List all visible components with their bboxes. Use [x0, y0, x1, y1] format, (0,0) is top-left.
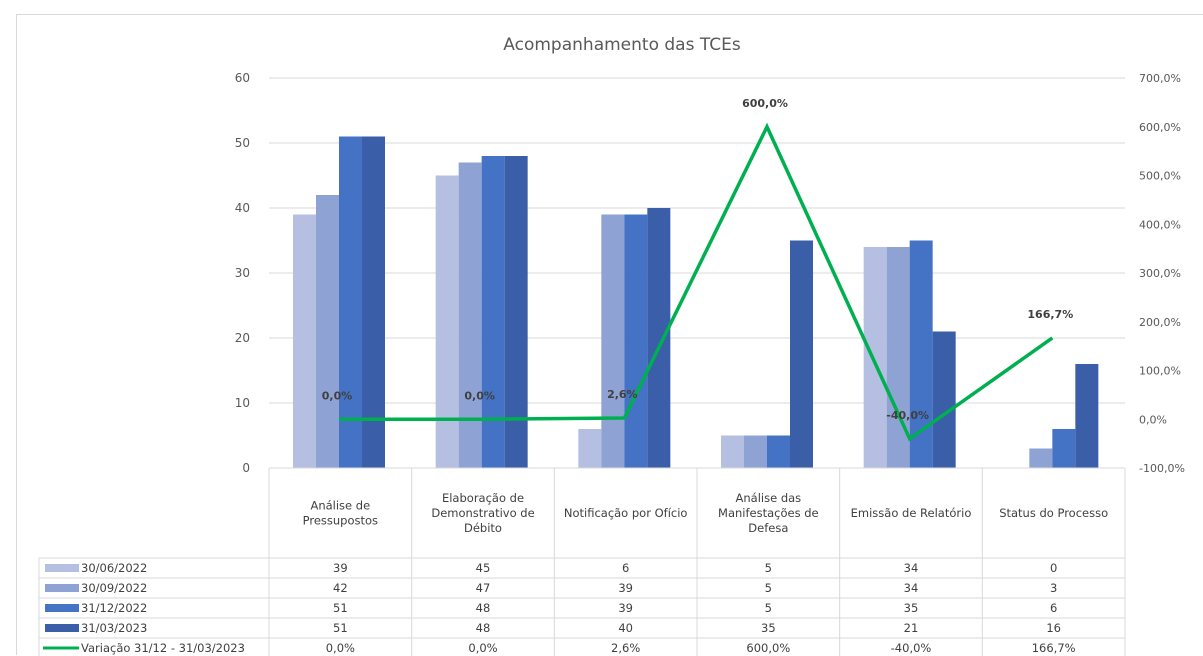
chart-frame: Acompanhamento das TCEs 0,0% 0,0% 2,6% 600,…	[16, 14, 1203, 656]
bar	[435, 175, 459, 468]
y2-axis-tick-label: -100,0%	[1139, 462, 1185, 475]
bar	[293, 214, 316, 468]
variation-line	[339, 122, 1054, 442]
y2-axis-tick-label: 300,0%	[1139, 267, 1181, 280]
table-cell: 34	[904, 581, 919, 595]
y2-axis-tick-label: 200,0%	[1139, 316, 1181, 329]
category-label: Status do Processo	[999, 506, 1108, 520]
category-label: Manifestações de	[718, 506, 819, 520]
table-cell: -40,0%	[891, 641, 932, 655]
category-label: Análise de	[310, 499, 370, 513]
y-axis-tick-label: 60	[235, 71, 250, 85]
table-cell: 3	[1050, 581, 1057, 595]
table-cell: 35	[761, 621, 776, 635]
legend-key	[45, 624, 79, 632]
category-label: Defesa	[748, 521, 788, 535]
y2-axis-tick-label: 0,0%	[1139, 413, 1167, 426]
table-cell: 166,7%	[1032, 641, 1076, 655]
legend-key	[45, 604, 79, 612]
table-cell: 6	[622, 561, 629, 575]
data-label: 0,0%	[322, 389, 353, 402]
chart-svg: Acompanhamento das TCEs 0,0% 0,0% 2,6%600,…	[38, 35, 1185, 656]
y-axis-tick-label: 20	[235, 331, 250, 345]
bar	[339, 136, 362, 468]
bar	[578, 429, 602, 468]
table-cell: 39	[618, 581, 633, 595]
y2-axis-tick-label: 400,0%	[1139, 218, 1181, 231]
table-cell: 39	[333, 561, 348, 575]
category-label: Demonstrativo de	[431, 506, 534, 520]
bar	[721, 435, 744, 468]
bar	[886, 247, 910, 468]
table-cell: 5	[765, 601, 772, 615]
y-axis-tick-label: 0	[242, 461, 250, 475]
table-cell: 51	[333, 621, 348, 635]
legend-label: 31/03/2023	[81, 621, 147, 635]
legend-label: 31/12/2022	[81, 601, 147, 615]
category-label: Elaboração de	[442, 491, 524, 505]
y2-axis-tick-label: 700,0%	[1139, 72, 1181, 85]
bar	[601, 214, 625, 468]
bar	[1029, 448, 1053, 468]
bar	[790, 240, 813, 468]
table-cell: 2,6%	[611, 641, 640, 655]
bar	[624, 214, 648, 468]
y2-axis-tick-label: 500,0%	[1139, 170, 1181, 183]
legend-label: Variação 31/12 - 31/03/2023	[81, 641, 245, 655]
table-cell: 48	[476, 601, 491, 615]
legend-label: 30/09/2022	[81, 581, 147, 595]
y2-axis-tick-label: 600,0%	[1139, 121, 1181, 134]
table-cell: 21	[904, 621, 919, 635]
bar	[932, 331, 956, 468]
bar	[1075, 364, 1099, 468]
legend-key	[45, 584, 79, 592]
table-cell: 39	[618, 601, 633, 615]
y-axis-tick-label: 40	[235, 201, 250, 215]
bar	[316, 195, 339, 468]
table-cell: 45	[476, 561, 491, 575]
bar	[863, 247, 887, 468]
bar	[458, 162, 482, 468]
bar	[362, 136, 385, 468]
bar	[1052, 429, 1076, 468]
table-cell: 5	[765, 561, 772, 575]
bar	[744, 435, 767, 468]
bar	[909, 240, 933, 468]
y-axis-tick-label: 30	[235, 266, 250, 280]
data-label: -40,0%	[886, 409, 929, 422]
category-label: Débito	[464, 521, 502, 535]
table-cell: 0,0%	[468, 641, 497, 655]
table-cell: 5	[765, 581, 772, 595]
bar	[767, 435, 790, 468]
chart-title: Acompanhamento das TCEs	[503, 35, 741, 55]
data-label: 0,0%	[464, 389, 495, 402]
category-label: Emissão de Relatório	[851, 506, 972, 520]
data-label: 600,0%	[742, 97, 788, 110]
data-label: 2,6%	[607, 388, 638, 401]
table-cell: 42	[333, 581, 348, 595]
table-cell: 47	[476, 581, 491, 595]
legend-label: 30/06/2022	[81, 561, 147, 575]
table-cell: 16	[1046, 621, 1061, 635]
category-label: Análise das	[736, 491, 802, 505]
table-cell: 0	[1050, 561, 1057, 575]
y2-axis-tick-label: 100,0%	[1139, 365, 1181, 378]
table-cell: 600,0%	[746, 641, 790, 655]
data-label: 166,7%	[1027, 308, 1073, 321]
y-axis-tick-label: 50	[235, 136, 250, 150]
table-cell: 40	[618, 621, 633, 635]
bar	[647, 208, 671, 468]
category-label: Notificação por Ofício	[564, 506, 688, 520]
bar	[504, 156, 528, 468]
category-label: Pressupostos	[303, 514, 378, 528]
y-axis-tick-label: 10	[235, 396, 250, 410]
table-cell: 35	[904, 601, 919, 615]
table-cell: 48	[476, 621, 491, 635]
legend-key	[45, 564, 79, 572]
table-cell: 0,0%	[326, 641, 355, 655]
table-cell: 51	[333, 601, 348, 615]
bar	[481, 156, 505, 468]
table-cell: 6	[1050, 601, 1057, 615]
table-cell: 34	[904, 561, 919, 575]
